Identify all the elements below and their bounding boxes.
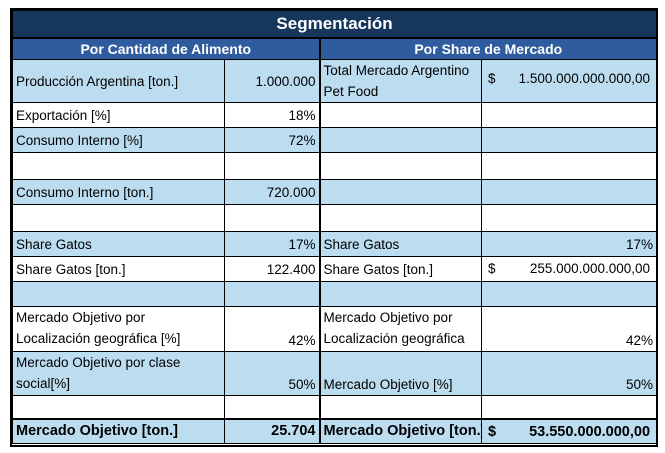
cell-empty[interactable] xyxy=(480,204,658,232)
cell-empty[interactable] xyxy=(224,204,321,232)
cell-value[interactable]: 17% xyxy=(224,231,321,257)
cell-empty[interactable] xyxy=(224,281,321,307)
cell-value[interactable]: 17% xyxy=(480,231,658,257)
amount: 1.500.000.000.000,00 xyxy=(518,71,651,86)
cell-label[interactable]: Mercado Objetivo [%] xyxy=(319,351,482,396)
cell-label[interactable]: Exportación [%] xyxy=(12,102,225,128)
total-label[interactable]: Mercado Objetivo [ton.] xyxy=(12,417,225,444)
cell-empty[interactable] xyxy=(319,281,482,307)
cell-label[interactable]: Share Gatos [ton.] xyxy=(12,256,225,282)
table-row: Exportación [%] 18% xyxy=(12,102,658,128)
table-row xyxy=(12,281,658,307)
cell-value[interactable]: 720.000 xyxy=(224,179,321,205)
cell-value[interactable]: 50% xyxy=(480,351,658,396)
right-section-header[interactable]: Por Share de Mercado xyxy=(318,37,658,60)
cell-value[interactable]: 72% xyxy=(224,127,321,153)
currency-symbol: $ xyxy=(488,261,496,276)
table-row: Consumo Interno [ton.] 720.000 xyxy=(12,179,658,205)
cell-empty[interactable] xyxy=(480,395,658,419)
cell-empty[interactable] xyxy=(12,395,225,419)
cell-empty[interactable] xyxy=(319,102,482,128)
cell-label[interactable]: Mercado Objetivo por Localización geográ… xyxy=(12,306,225,352)
title-row: Segmentación xyxy=(11,10,658,39)
cell-value[interactable]: 122.400 xyxy=(224,256,321,282)
cell-empty[interactable] xyxy=(319,179,482,205)
cell-empty[interactable] xyxy=(319,395,482,419)
cell-empty[interactable] xyxy=(12,152,225,180)
cell-empty[interactable] xyxy=(12,204,225,232)
cell-value[interactable]: 1.000.000 xyxy=(224,59,321,103)
cell-value[interactable]: $ 1.500.000.000.000,00 xyxy=(480,59,658,103)
cell-empty[interactable] xyxy=(319,204,482,232)
table-row: Mercado Objetivo por clase social[%] 50%… xyxy=(12,351,658,396)
table-row xyxy=(12,204,658,232)
table-row xyxy=(12,152,658,180)
cell-label[interactable]: Share Gatos xyxy=(319,231,482,257)
left-section-header[interactable]: Por Cantidad de Alimento xyxy=(12,37,321,60)
currency-symbol: $ xyxy=(488,423,497,440)
cell-label[interactable]: Share Gatos xyxy=(12,231,225,257)
cell-label[interactable]: Consumo Interno [ton.] xyxy=(12,179,225,205)
cell-empty[interactable] xyxy=(480,102,658,128)
cell-label[interactable]: Mercado Objetivo por Localización geográ… xyxy=(319,306,482,352)
cell-value[interactable]: 18% xyxy=(224,102,321,128)
cell-empty[interactable] xyxy=(12,281,225,307)
cell-value[interactable]: 42% xyxy=(224,306,321,352)
cell-empty[interactable] xyxy=(319,127,482,153)
amount: 255.000.000.000,00 xyxy=(529,261,651,276)
total-row: Mercado Objetivo [ton.] 25.704 Mercado O… xyxy=(12,417,658,444)
cell-empty[interactable] xyxy=(224,395,321,419)
table-row: Share Gatos 17% Share Gatos 17% xyxy=(12,231,658,257)
header-row: Por Cantidad de Alimento Por Share de Me… xyxy=(12,37,658,60)
table-row: Mercado Objetivo por Localización geográ… xyxy=(12,306,658,352)
segmentation-sheet: Segmentación Por Cantidad de Alimento Po… xyxy=(10,8,658,447)
cell-empty[interactable] xyxy=(480,127,658,153)
cell-label[interactable]: Total Mercado Argentino Pet Food xyxy=(319,59,482,103)
total-label[interactable]: Mercado Objetivo [ton.] xyxy=(319,417,482,444)
cell-label[interactable]: Producción Argentina [ton.] xyxy=(12,59,225,103)
table-row xyxy=(12,395,658,419)
sheet-title[interactable]: Segmentación xyxy=(11,10,658,39)
cell-empty[interactable] xyxy=(480,281,658,307)
currency-symbol: $ xyxy=(488,71,496,86)
table-row: Producción Argentina [ton.] 1.000.000 To… xyxy=(12,59,658,103)
total-value[interactable]: $ 53.550.000.000,00 xyxy=(480,417,658,444)
cell-value[interactable]: 42% xyxy=(480,306,658,352)
total-value[interactable]: 25.704 xyxy=(224,417,321,444)
cell-empty[interactable] xyxy=(480,152,658,180)
cell-value[interactable]: 50% xyxy=(224,351,321,396)
segmentation-table: Segmentación Por Cantidad de Alimento Po… xyxy=(11,10,658,444)
amount: 53.550.000.000,00 xyxy=(529,423,651,440)
table-row: Consumo Interno [%] 72% xyxy=(12,127,658,153)
cell-label[interactable]: Consumo Interno [%] xyxy=(12,127,225,153)
cell-empty[interactable] xyxy=(480,179,658,205)
cell-label[interactable]: Mercado Objetivo por clase social[%] xyxy=(12,351,225,396)
cell-empty[interactable] xyxy=(224,152,321,180)
cell-label[interactable]: Share Gatos [ton.] xyxy=(319,256,482,282)
cell-empty[interactable] xyxy=(319,152,482,180)
table-row: Share Gatos [ton.] 122.400 Share Gatos [… xyxy=(12,256,658,282)
cell-value[interactable]: $ 255.000.000.000,00 xyxy=(480,256,658,282)
